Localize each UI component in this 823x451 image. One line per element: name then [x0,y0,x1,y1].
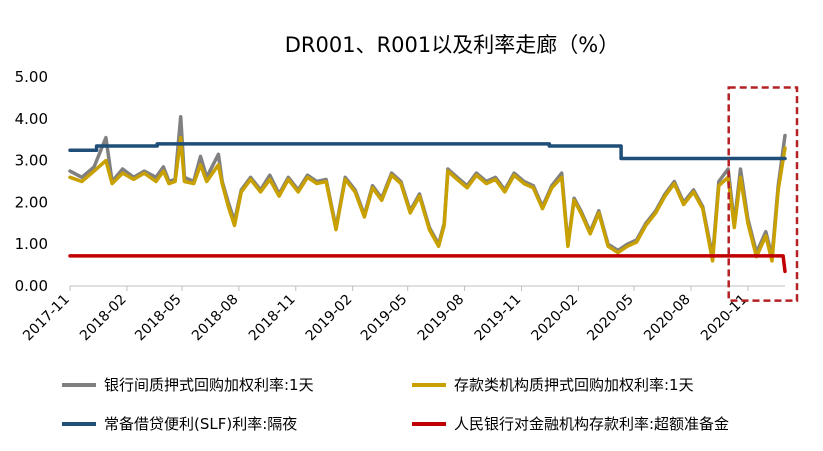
legend-label: 常备借贷便利(SLF)利率:隔夜 [104,415,297,433]
series-line-slf [68,142,787,161]
chart-title: DR001、R001以及利率走廊（%） [285,33,619,57]
legend-item-r001: 存款类机构质押式回购加权利率:1天 [412,376,694,394]
y-tick-label: 3.00 [15,152,48,170]
highlight-layer [727,86,799,302]
x-tick-label: 2018-05 [132,292,185,345]
x-axis: 2017-11 2018-02 2018-05 2018-08 2018-11 2019-… [20,285,785,345]
x-tick-label: 2020-02 [529,292,582,345]
x-tick-label: 2018-11 [246,292,299,345]
legend-item-slf: 常备借贷便利(SLF)利率:隔夜 [62,415,297,433]
x-tick-label: 2017-11 [20,292,73,345]
x-tick-label: 2020-05 [584,292,637,345]
y-tick-label: 4.00 [15,110,48,128]
x-tick-label: 2019-11 [472,292,525,345]
x-tick-label: 2019-08 [415,292,468,345]
y-tick-label: 2.00 [15,193,48,211]
legend-item-dr001: 银行间质押式回购加权利率:1天 [62,376,314,394]
legend-label: 存款类机构质押式回购加权利率:1天 [454,376,694,394]
series-line-r001 [68,135,787,263]
series-line-dr001 [68,114,787,259]
legend-label: 人民银行对金融机构存款利率:超额准备金 [454,415,729,433]
y-tick-label: 0.00 [15,277,48,295]
x-tick-label: 2018-02 [77,292,130,345]
y-tick-label: 5.00 [15,68,48,86]
x-tick-label: 2020-08 [641,292,694,345]
x-tick-label: 2019-02 [303,292,356,345]
x-tick-label: 2018-08 [189,292,242,345]
y-tick-label: 1.00 [15,235,48,253]
series-layer [68,114,787,274]
legend-label: 银行间质押式回购加权利率:1天 [104,376,314,394]
y-axis: 0.00 1.00 2.00 3.00 4.00 5.00 [15,68,48,295]
x-tick-label: 2019-05 [358,292,411,345]
legend-item-excess-reserve: 人民银行对金融机构存款利率:超额准备金 [412,415,729,433]
highlight-box [727,86,799,302]
legend: 银行间质押式回购加权利率:1天 存款类机构质押式回购加权利率:1天常备借贷便利(S… [62,376,729,433]
series-line-excess-reserve [68,254,787,274]
